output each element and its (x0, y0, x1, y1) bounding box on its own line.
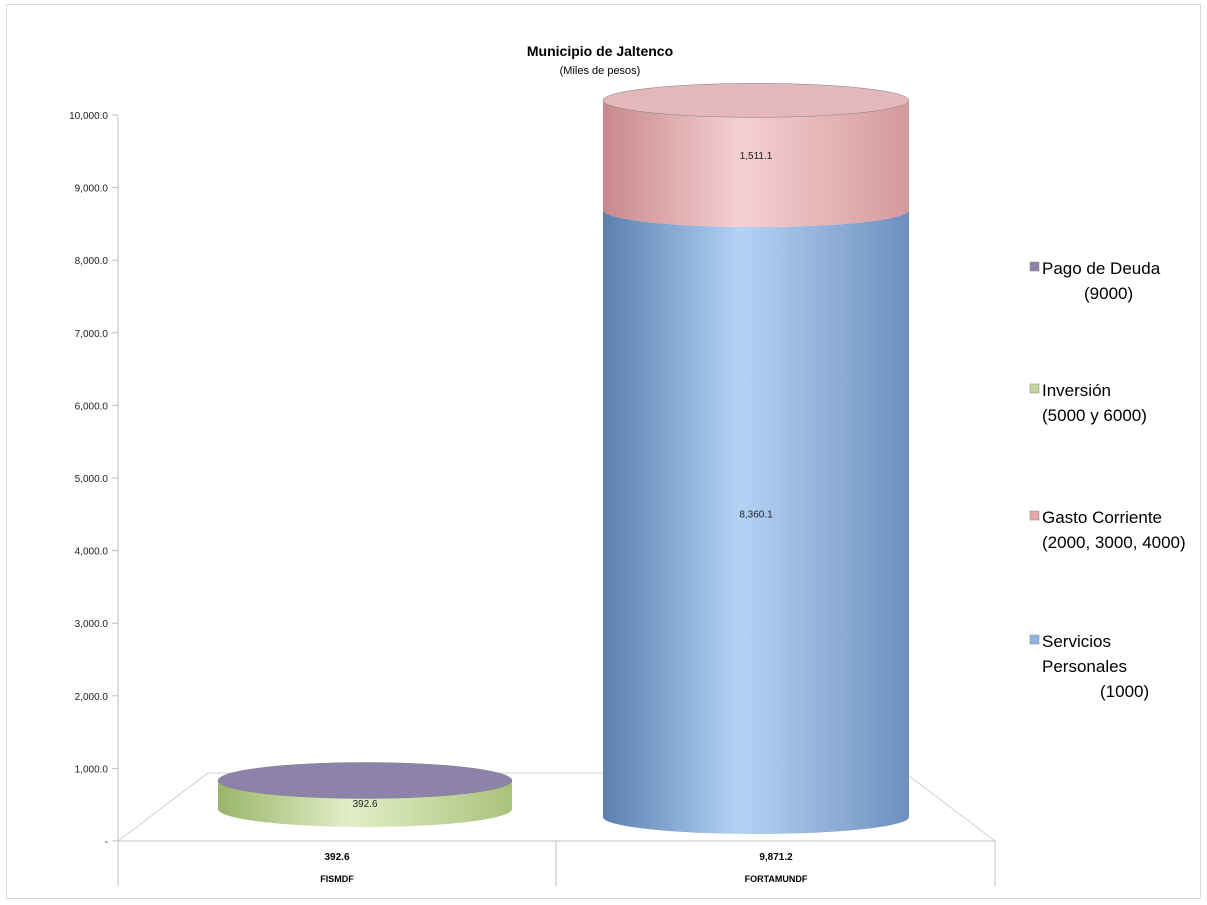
legend-label: Gasto Corriente (1042, 508, 1162, 527)
y-tick-label: 9,000.0 (75, 184, 109, 195)
legend: Pago de Deuda (9000) Inversión (5000 y 6000… (1029, 259, 1186, 701)
y-axis: - 1,000.0 2,000.0 3,000.0 4,000.0 5,000.0 6,00… (69, 111, 119, 848)
legend-label: (5000 y 6000) (1042, 406, 1147, 425)
legend-item: Gasto Corriente (2000, 3000, 4000) (1029, 508, 1186, 552)
bar-top-cap (217, 762, 513, 799)
legend-swatch (1029, 383, 1040, 394)
y-tick-label: - (105, 837, 108, 848)
legend-label: Personales (1042, 657, 1127, 676)
y-tick-label: 1,000.0 (75, 764, 109, 775)
y-tick-label: 10,000.0 (69, 111, 108, 122)
y-tick-label: 8,000.0 (75, 256, 109, 267)
category-label: FORTAMUNDF (745, 874, 808, 884)
chart-title: Municipio de Jaltenco (527, 43, 673, 59)
legend-item: Pago de Deuda (9000) (1029, 259, 1161, 303)
category-total: 9,871.2 (759, 852, 793, 863)
chart-subtitle: (Miles de pesos) (560, 65, 641, 77)
bar-segment (603, 210, 909, 834)
data-label: 392.6 (352, 799, 377, 810)
bars: 392.6 8,360.1 1,511.1 (217, 83, 910, 834)
legend-item: Servicios Personales (1000) (1029, 632, 1149, 701)
data-label: 1,511.1 (740, 151, 773, 162)
bar-segment (218, 780, 512, 827)
x-axis: 392.6 FISMDF 9,871.2 FORTAMUNDF (117, 840, 996, 886)
legend-swatch (1029, 510, 1040, 521)
y-tick-label: 2,000.0 (75, 692, 109, 703)
legend-label: (1000) (1100, 682, 1149, 701)
legend-label: (9000) (1084, 284, 1133, 303)
legend-label: Inversión (1042, 381, 1111, 400)
y-tick-label: 3,000.0 (75, 619, 109, 630)
data-label: 8,360.1 (739, 510, 773, 521)
legend-label: (2000, 3000, 4000) (1042, 533, 1186, 552)
legend-label: Pago de Deuda (1042, 259, 1161, 278)
category-total: 392.6 (324, 852, 349, 863)
bar-segment (603, 100, 909, 228)
y-tick-label: 7,000.0 (75, 329, 109, 340)
legend-item: Inversión (5000 y 6000) (1029, 381, 1147, 425)
bar-top-cap (602, 83, 910, 118)
legend-label: Servicios (1042, 632, 1111, 651)
legend-swatch (1029, 261, 1040, 272)
y-tick-label: 6,000.0 (75, 401, 109, 412)
legend-swatch (1029, 634, 1040, 645)
y-tick-label: 4,000.0 (75, 547, 109, 558)
category-label: FISMDF (320, 874, 354, 884)
y-tick-label: 5,000.0 (75, 474, 109, 485)
